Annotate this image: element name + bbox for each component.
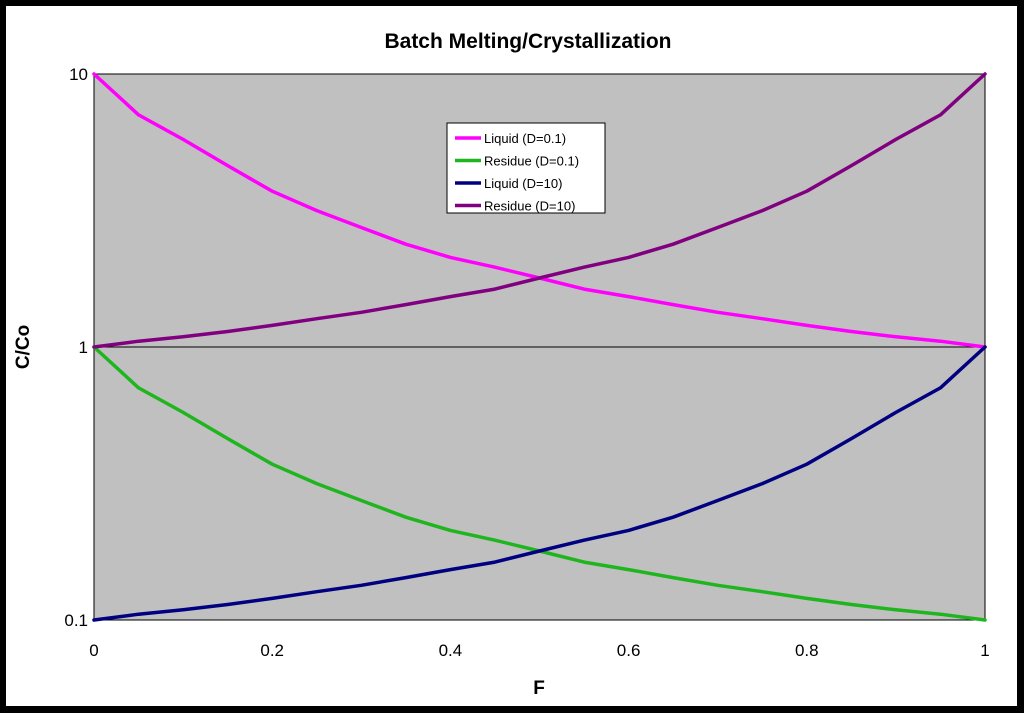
- legend-label-3: Liquid (D=10): [484, 176, 562, 191]
- chart-frame: Batch Melting/Crystallization 0 0.2 0.4 0.6…: [6, 6, 1017, 706]
- x-tick-label: 0.2: [260, 641, 284, 660]
- y-tick-label: 0.1: [64, 611, 88, 630]
- legend: Liquid (D=0.1) Residue (D=0.1) Liquid (D=1…: [446, 122, 606, 214]
- x-axis-label: F: [533, 678, 545, 699]
- x-tick-label: 0.4: [439, 641, 463, 660]
- x-tick-label: 1: [980, 641, 989, 660]
- legend-label-2: Residue (D=0.1): [484, 154, 579, 169]
- x-tick-label: 0: [89, 641, 98, 660]
- legend-label-4: Residue (D=10): [484, 199, 575, 214]
- y-tick-label: 1: [79, 338, 88, 357]
- chart-title: Batch Melting/Crystallization: [384, 30, 671, 53]
- series-group: [92, 72, 987, 622]
- x-tick-label: 0.8: [795, 641, 819, 660]
- y-tick-label: 10: [69, 65, 88, 84]
- series-line-3: [92, 345, 987, 622]
- series-line-4: [92, 72, 987, 349]
- legend-label-1: Liquid (D=0.1): [484, 131, 566, 146]
- legend-box: [446, 122, 606, 214]
- y-axis-label: C/Co: [13, 325, 34, 369]
- x-tick-label: 0.6: [617, 641, 641, 660]
- line-chart: Batch Melting/Crystallization 0 0.2 0.4 0.6…: [13, 30, 990, 699]
- x-axis-ticks: 0 0.2 0.4 0.6 0.8 1: [89, 641, 989, 660]
- y-axis-ticks: 0.1 1 10: [64, 65, 88, 630]
